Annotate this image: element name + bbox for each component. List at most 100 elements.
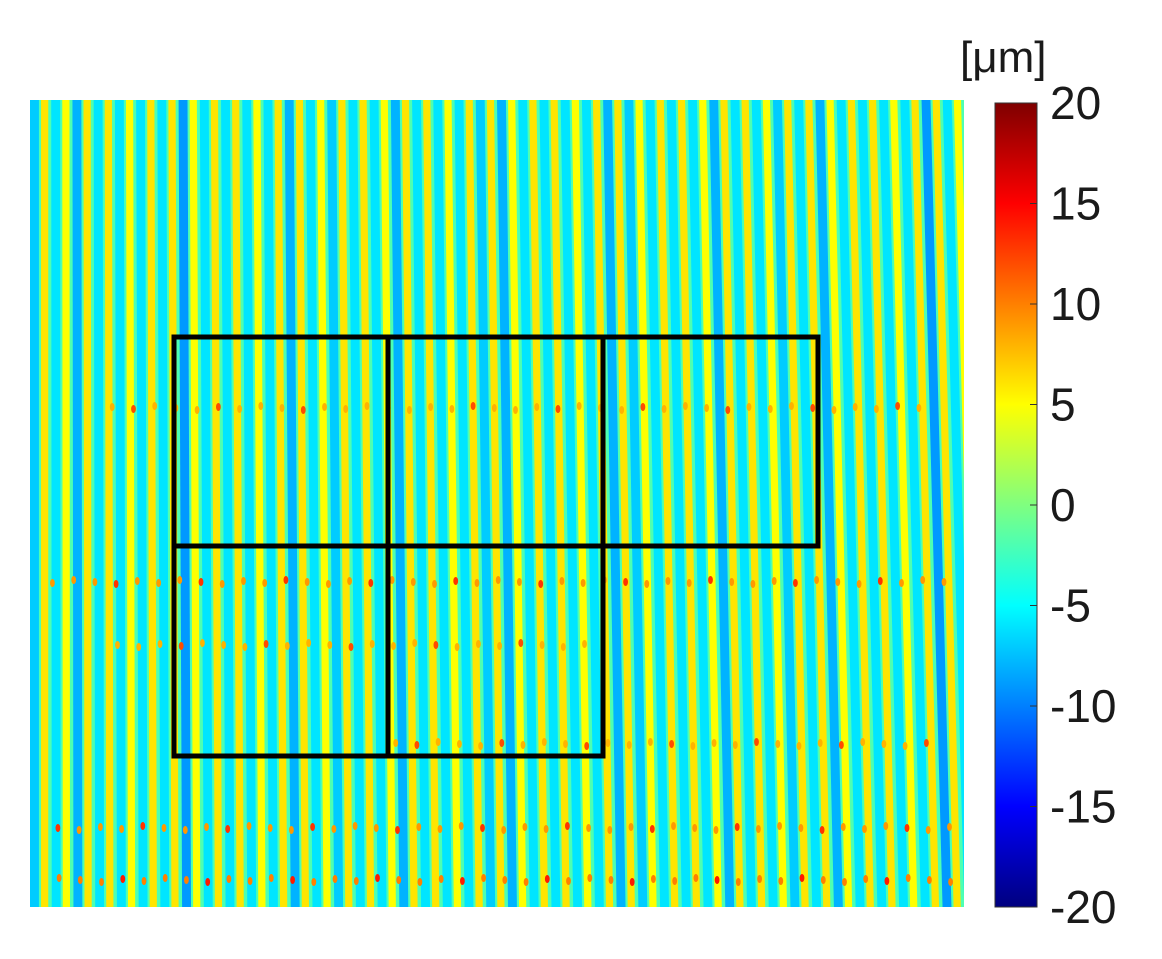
stripe-peak <box>338 100 353 907</box>
speckle-dot <box>152 402 158 410</box>
speckle-dot <box>263 640 269 648</box>
speckle-dot <box>649 825 655 833</box>
speckle-dot <box>348 643 354 651</box>
speckle-dot <box>920 576 926 584</box>
speckle-dot <box>669 740 674 748</box>
stripe-peak <box>571 100 592 907</box>
stripe-trough <box>454 100 474 907</box>
speckle-dot <box>538 580 544 588</box>
stripe-peak <box>274 100 288 907</box>
stripe-trough <box>857 100 887 907</box>
stripe-peak <box>210 100 223 907</box>
colorbar: [μm] 20 15 10 5 0 -5 -10 -15 -20 <box>960 33 1116 933</box>
stripe-peak <box>83 100 92 907</box>
speckle-dot <box>877 577 883 585</box>
speckle-dot <box>237 405 243 413</box>
stripe-peak <box>486 100 505 907</box>
stripe-trough <box>327 100 344 907</box>
colorbar-tick-label: -20 <box>1050 881 1116 933</box>
speckle-dot <box>76 826 82 834</box>
stripe-peak <box>635 100 657 907</box>
speckle-dot <box>566 877 571 885</box>
stripe-trough <box>581 100 604 907</box>
height-map <box>30 100 964 907</box>
stripe-peak <box>677 100 701 907</box>
speckle-dot <box>396 876 402 884</box>
speckle-dot <box>438 875 444 883</box>
speckle-dot <box>476 640 481 648</box>
speckle-dot <box>71 576 77 584</box>
stripe-peak <box>253 100 266 907</box>
speckle-dot <box>437 825 443 833</box>
speckle-dot <box>194 406 200 414</box>
speckle-dot <box>368 579 374 587</box>
speckle-dot <box>369 640 375 648</box>
speckle-dot <box>686 579 692 587</box>
stripe-trough <box>412 100 431 907</box>
speckle-dot <box>856 580 862 588</box>
speckle-dot <box>863 875 869 883</box>
speckle-dot <box>714 876 720 884</box>
speckle-dot <box>284 642 290 650</box>
speckle-dot <box>584 742 590 750</box>
stripe-trough <box>539 100 561 907</box>
stripe-peak <box>359 100 375 907</box>
stripe-peak <box>720 100 744 907</box>
speckle-dot <box>310 823 315 831</box>
speckle-dot <box>161 824 167 832</box>
speckle-dot <box>306 639 311 647</box>
speckle-dot <box>924 739 929 747</box>
speckle-dot <box>470 402 476 410</box>
speckle-dot <box>902 742 908 750</box>
speckle-dot <box>775 740 781 748</box>
stripe-peak <box>62 100 70 907</box>
speckle-dot <box>947 823 952 831</box>
stripe-trough <box>157 100 170 907</box>
grid-cell-row1-col3 <box>600 334 821 549</box>
speckle-dot <box>671 822 676 830</box>
speckle-dot <box>672 877 678 885</box>
stripe-peak <box>614 100 635 907</box>
stripe-peak <box>295 100 309 907</box>
speckle-dot <box>481 874 486 882</box>
speckle-dot <box>177 576 183 584</box>
speckle-dot <box>389 576 395 584</box>
speckle-dot <box>799 874 805 882</box>
speckle-dot <box>778 877 784 885</box>
stripe-trough <box>751 100 778 907</box>
speckle-dot <box>225 825 231 833</box>
speckle-dot <box>820 876 826 884</box>
speckle-dot <box>246 822 252 830</box>
speckle-dot <box>756 825 761 833</box>
speckle-dot <box>905 874 911 882</box>
speckle-dot <box>98 823 103 831</box>
speckle-dot <box>99 878 104 886</box>
speckle-dot <box>941 578 947 586</box>
speckle-dot <box>518 639 524 647</box>
speckle-dot <box>56 874 62 882</box>
stripe-peak <box>529 100 548 907</box>
speckle-dot <box>241 577 246 585</box>
speckle-dot <box>495 576 501 584</box>
speckle-dot <box>289 826 294 834</box>
speckle-dot <box>184 876 189 884</box>
stripe-trough <box>497 100 517 907</box>
stripe-trough <box>624 100 648 907</box>
speckle-dot <box>513 406 518 414</box>
speckle-dot <box>883 822 889 830</box>
speckle-dot <box>860 738 866 746</box>
speckle-dot <box>732 741 738 749</box>
speckle-dot <box>560 643 566 651</box>
stripe-trough <box>305 100 322 907</box>
stripe-trough <box>263 100 278 907</box>
stripe-peak <box>953 100 964 483</box>
speckle-dot <box>713 826 719 834</box>
stripe-trough <box>369 100 387 907</box>
speckle-dot <box>136 643 142 651</box>
speckle-dot <box>131 405 136 413</box>
speckle-dot <box>629 878 635 886</box>
speckle-dot <box>735 878 741 886</box>
speckle-dot <box>268 874 274 882</box>
speckle-dot <box>364 402 370 410</box>
